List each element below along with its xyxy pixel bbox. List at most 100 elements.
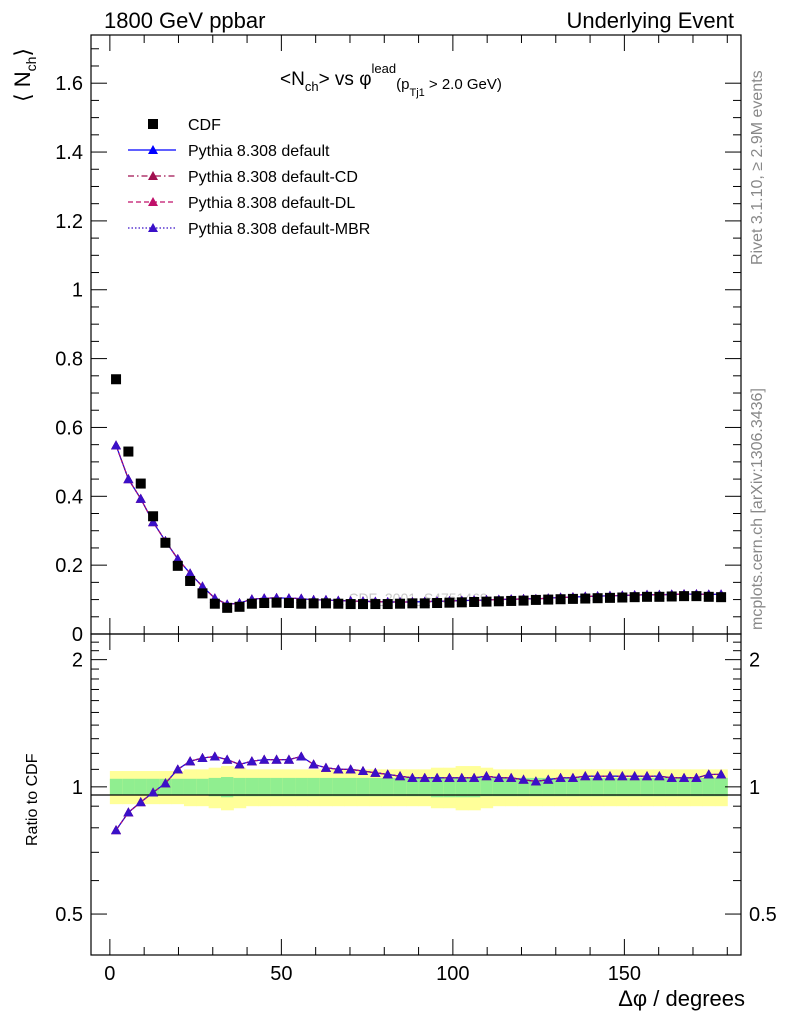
inner-band-bin	[221, 777, 234, 798]
data-point	[283, 598, 294, 609]
inner-band-bin	[183, 778, 197, 796]
legend-marker	[148, 145, 158, 154]
inner-band-bin	[690, 777, 704, 797]
data-point	[209, 598, 220, 609]
series-line	[115, 445, 722, 606]
inner-band-bin	[307, 777, 321, 797]
inner-band-bin	[467, 777, 481, 798]
ratio-point	[456, 772, 467, 782]
data-point	[222, 602, 233, 613]
series-line	[115, 445, 722, 606]
ratio-y-tick-label: 0.5	[55, 904, 83, 926]
ratio-point	[246, 756, 257, 766]
inner-band-bin	[134, 778, 148, 796]
main-y-tick-label: 0.4	[55, 486, 83, 508]
inner-band-bin	[369, 777, 383, 797]
ratio-point	[320, 762, 331, 772]
data-point	[395, 598, 406, 609]
series-point	[111, 440, 122, 450]
ratio-point	[679, 772, 690, 782]
inner-band-bin	[233, 777, 247, 797]
data-point	[296, 598, 307, 609]
main-y-tick-label: 1.6	[55, 73, 83, 95]
inner-band-bin	[282, 777, 296, 797]
ratio-point	[209, 751, 220, 761]
data-point	[197, 588, 208, 599]
data-point	[481, 596, 492, 607]
header-right: Underlying Event	[566, 8, 734, 33]
data-point	[592, 593, 603, 604]
ratio-point	[629, 771, 640, 781]
side-label-bottom: mcplots.cern.ch [arXiv:1306.3436]	[749, 388, 766, 630]
ratio-point	[506, 772, 517, 782]
inner-band-bin	[122, 778, 136, 796]
ratio-point	[444, 772, 455, 782]
main-y-tick-label: 0.6	[55, 417, 83, 439]
data-point	[407, 598, 418, 609]
data-point	[308, 598, 319, 609]
ratio-point	[172, 764, 183, 774]
ratio-point	[642, 771, 653, 781]
ratio-point	[111, 825, 122, 835]
inner-band-bin	[554, 777, 568, 797]
main-y-tick-label: 0.2	[55, 555, 83, 577]
data-point	[246, 598, 257, 609]
main-y-label: ⟨ Nch⟩	[10, 48, 39, 102]
inner-band-bin	[208, 777, 222, 797]
data-point	[518, 595, 529, 606]
main-y-tick-label: 1.4	[55, 142, 83, 164]
ratio-point	[592, 771, 603, 781]
ratio-point	[197, 753, 208, 763]
legend-marker	[148, 171, 158, 180]
data-point	[629, 592, 640, 603]
chart-title: <Nch> vs φlead(pTj1 > 2.0 GeV)	[280, 61, 502, 99]
ratio-point	[370, 767, 381, 777]
inner-band-bin	[603, 777, 617, 797]
watermark: CDF_2001_S4751469	[348, 590, 488, 606]
main-panel: CDF_2001_S4751469 0 0.2 0.4 0.6 0.8 1 1.2 1.4 1.…	[10, 34, 742, 646]
inner-band-bin	[295, 777, 308, 797]
main-y-tick-label: 1.2	[55, 211, 83, 233]
data-point	[469, 596, 480, 607]
ratio-point	[493, 772, 504, 782]
data-point	[506, 595, 517, 606]
data-point	[172, 560, 183, 571]
ratio-point	[654, 771, 665, 781]
data-point	[135, 478, 146, 489]
x-tick-label: 0	[104, 963, 115, 985]
data-point	[148, 511, 159, 522]
ratio-point	[691, 772, 702, 782]
data-point	[432, 598, 443, 609]
main-y-tick-label: 0.8	[55, 349, 83, 371]
series-point	[135, 493, 146, 503]
x-tick-label: 150	[608, 963, 641, 985]
data-point	[679, 591, 690, 602]
series-point	[197, 581, 208, 591]
ratio-frame	[90, 633, 742, 956]
inner-band-bin	[640, 777, 654, 797]
x-axis-label: Δφ / degrees	[618, 986, 745, 1011]
inner-band-bin	[591, 777, 605, 797]
ratio-y-tick-label-right: 2	[749, 650, 760, 672]
inner-band-bin	[628, 777, 642, 797]
ratio-point	[308, 759, 319, 769]
main-y-axis: 0 0.2 0.4 0.6 0.8 1 1.2 1.4 1.6	[55, 35, 741, 646]
main-y-tick-label: 0	[72, 624, 83, 646]
ratio-point	[530, 776, 541, 786]
inner-band-bin	[356, 777, 370, 797]
data-point	[111, 374, 122, 385]
inner-band-bin	[653, 777, 667, 797]
data-point	[580, 593, 591, 604]
data-point	[604, 592, 615, 603]
data-point	[567, 593, 578, 604]
legend-marker	[148, 223, 158, 232]
inner-band-bin	[505, 777, 518, 797]
data-point	[703, 591, 714, 602]
data-point	[444, 597, 455, 608]
ratio-point	[617, 771, 628, 781]
data-point	[716, 592, 727, 603]
inner-band-bin	[270, 777, 284, 797]
data-point	[654, 591, 665, 602]
data-point	[543, 594, 554, 605]
inner-band-bin	[677, 777, 691, 797]
